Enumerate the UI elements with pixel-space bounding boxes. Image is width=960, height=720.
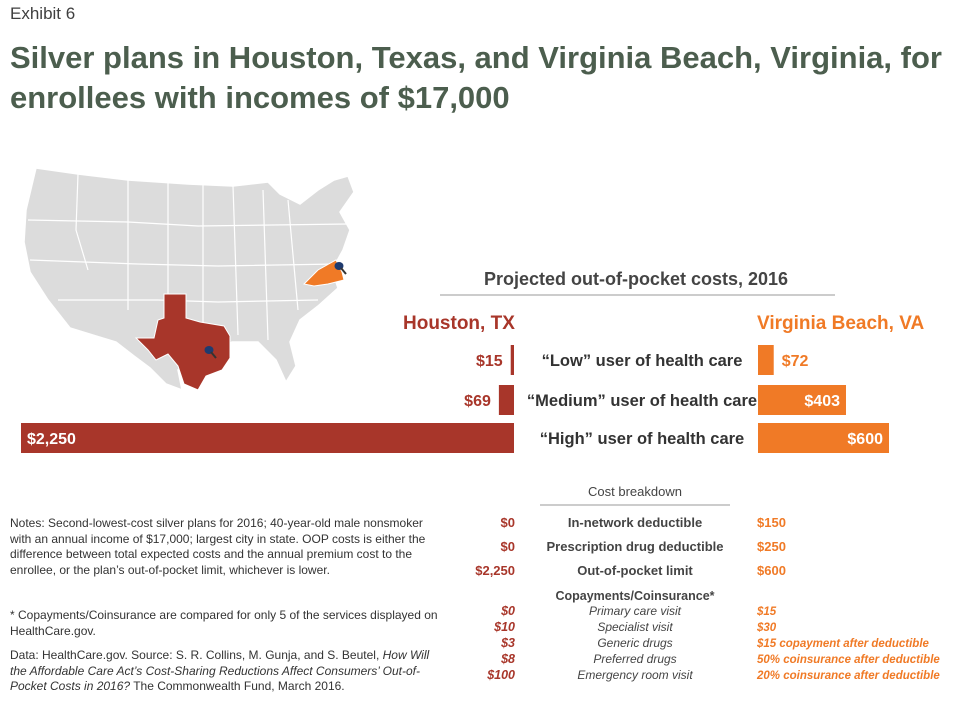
virginia-state — [302, 259, 345, 287]
copay-header: Copayments/Coinsurance* — [555, 589, 714, 603]
breakdown-virginia-value: $150 — [757, 515, 786, 530]
copay-virginia-value: $30 — [756, 622, 777, 634]
bar-virginia — [758, 345, 774, 375]
us-outline — [23, 167, 355, 392]
copay-label: Primary care visit — [589, 604, 682, 618]
notes-data-source: Data: HealthCare.gov. Source: S. R. Coll… — [10, 648, 440, 695]
bar-houston — [498, 385, 514, 415]
copay-virginia-value: $15 copayment after deductible — [756, 638, 930, 650]
breakdown-label: Prescription drug deductible — [547, 539, 724, 554]
breakdown-houston-value: $0 — [501, 515, 515, 530]
breakdown-houston-value: $0 — [501, 539, 515, 554]
bar-value-houston: $69 — [464, 393, 491, 410]
copay-houston-value: $100 — [486, 668, 515, 682]
us-map — [23, 167, 355, 392]
notes-text: Notes: Second-lowest-cost silver plans f… — [10, 516, 426, 577]
copay-houston-value: $8 — [500, 652, 515, 666]
cost-chart: Projected out-of-pocket costs, 2016 Hous… — [21, 269, 940, 682]
data-source-suffix: The Commonwealth Fund, March 2016. — [130, 679, 345, 694]
breakdown-houston-value: $2,250 — [475, 563, 515, 578]
legend-virginia: Virginia Beach, VA — [757, 313, 924, 334]
bar-houston — [21, 423, 514, 453]
bar-virginia — [758, 385, 846, 415]
bar-value-houston: $2,250 — [27, 431, 76, 448]
breakdown-label: Out-of-pocket limit — [577, 563, 693, 578]
copay-virginia-value: 20% coinsurance after deductible — [756, 670, 940, 682]
location-pin-icon — [204, 346, 217, 359]
copay-houston-value: $10 — [493, 620, 515, 634]
copay-virginia-value: $15 — [756, 606, 777, 618]
category-label: “Medium” user of health care — [527, 392, 757, 410]
copay-label: Specialist visit — [597, 620, 673, 634]
breakdown-virginia-value: $600 — [757, 563, 786, 578]
copay-virginia-value: 50% coinsurance after deductible — [757, 654, 940, 666]
bar-value-virginia: $600 — [847, 431, 883, 448]
texas-state — [134, 293, 231, 391]
category-label: “Low” user of health care — [542, 352, 743, 370]
copay-label: Preferred drugs — [593, 652, 676, 666]
bar-value-virginia: $72 — [782, 353, 809, 370]
page-title: Silver plans in Houston, Texas, and Virg… — [10, 40, 942, 115]
legend-houston: Houston, TX — [403, 313, 515, 334]
exhibit-label: Exhibit 6 — [10, 4, 76, 23]
chart-title: Projected out-of-pocket costs, 2016 — [484, 269, 788, 289]
bar-virginia — [758, 423, 889, 453]
breakdown-label: In-network deductible — [568, 515, 702, 530]
breakdown-virginia-value: $250 — [757, 539, 786, 554]
copay-label: Emergency room visit — [577, 668, 693, 682]
bar-houston — [510, 345, 514, 375]
copay-houston-value: $3 — [500, 636, 515, 650]
copay-houston-value: $0 — [500, 604, 515, 618]
category-label: “High” user of health care — [540, 430, 744, 448]
data-source-title: How Will the Affordable Care Act’s Cost-… — [10, 648, 430, 694]
bar-value-houston: $15 — [476, 353, 503, 370]
copay-label: Generic drugs — [597, 636, 672, 650]
breakdown-title: Cost breakdown — [588, 484, 682, 499]
notes-asterisk: * Copayments/Coinsurance are compared fo… — [10, 608, 438, 638]
bar-value-virginia: $403 — [804, 393, 840, 410]
data-source-prefix: Data: HealthCare.gov. Source: S. R. Coll… — [10, 648, 383, 662]
location-pin-icon — [334, 262, 347, 275]
